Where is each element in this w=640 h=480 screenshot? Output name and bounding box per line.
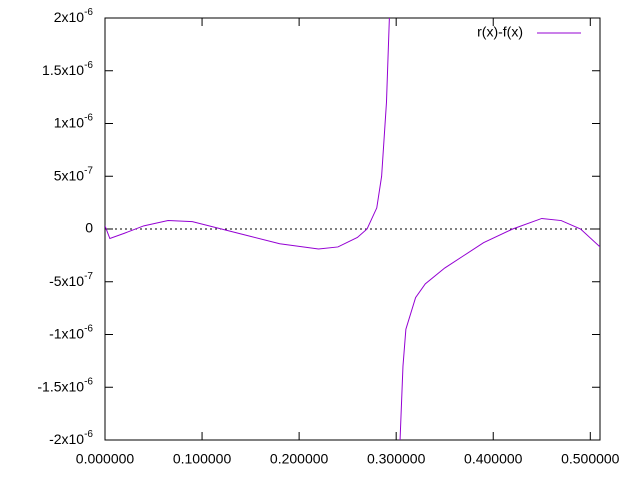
y-tick-label: 1x10-6 [54, 112, 94, 130]
y-tick-label: 5x10-7 [54, 165, 94, 183]
x-tick-label: 0.500000 [561, 451, 620, 467]
x-tick-label: 0.100000 [173, 451, 232, 467]
x-tick-label: 0.400000 [464, 451, 523, 467]
y-tick-label: -2x10-6 [49, 429, 93, 447]
y-tick-label: -5x10-7 [49, 270, 93, 288]
y-tick-label: -1x10-6 [49, 323, 93, 341]
y-tick-label: -1.5x10-6 [37, 376, 93, 394]
data-line [105, 18, 600, 440]
y-tick-label: 0 [85, 220, 93, 236]
x-tick-label: 0.200000 [270, 451, 329, 467]
x-tick-label: 0.000000 [76, 451, 135, 467]
y-tick-label: 1.5x10-6 [42, 59, 93, 77]
legend-label: r(x)-f(x) [477, 24, 523, 40]
x-tick-label: 0.300000 [367, 451, 426, 467]
y-tick-label: 2x10-6 [54, 7, 94, 25]
